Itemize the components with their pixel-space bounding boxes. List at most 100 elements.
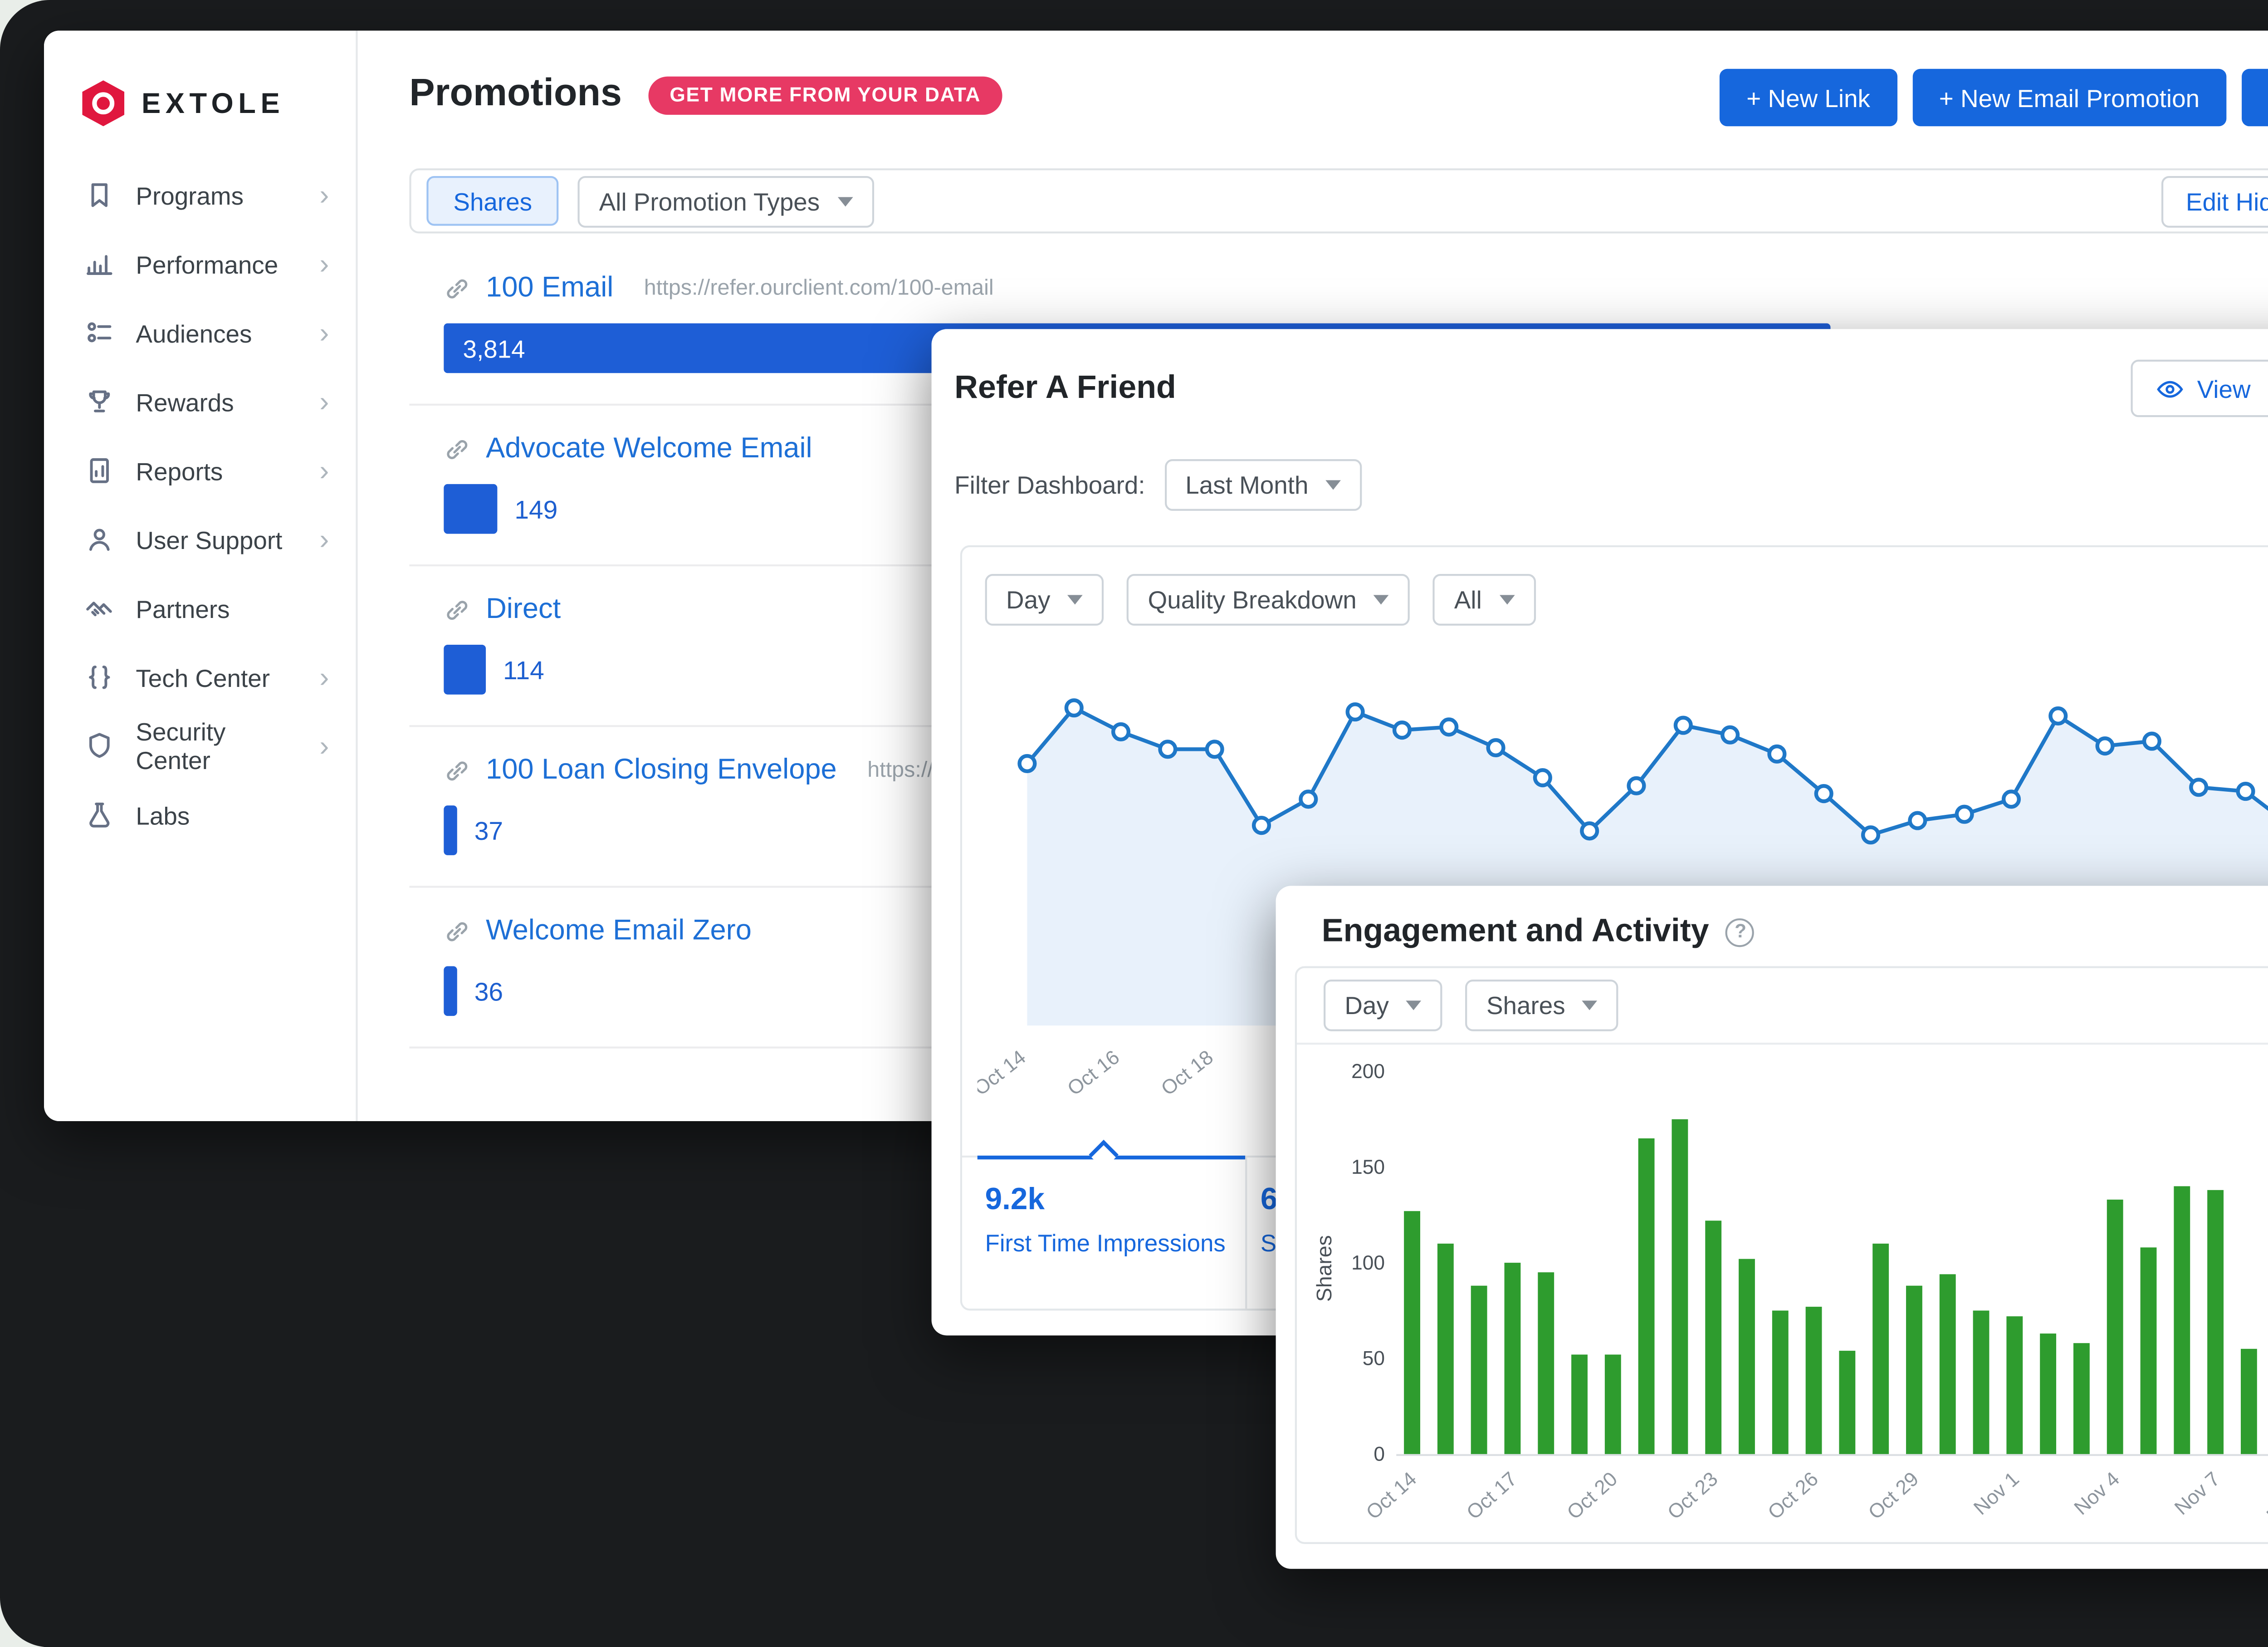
link-icon — [444, 917, 470, 944]
interval-dropdown[interactable]: Day — [985, 574, 1104, 626]
sidebar-item-security-center[interactable]: Security Center › — [44, 712, 356, 781]
bar — [1638, 1138, 1655, 1454]
chevron-right-icon: › — [319, 385, 329, 418]
data-point-marker — [2001, 789, 2021, 809]
help-icon[interactable]: ? — [1726, 917, 1755, 946]
x-axis-tick-label: Oct 29 — [1864, 1468, 1923, 1524]
bar — [1872, 1243, 1889, 1454]
x-axis-tick-label: Oct 26 — [1764, 1468, 1823, 1524]
bar — [1604, 1354, 1621, 1454]
chevron-right-icon: › — [319, 316, 329, 349]
chevron-down-icon — [1499, 595, 1515, 605]
sidebar-item-label: Performance — [136, 250, 279, 279]
brand-logo[interactable]: EXTOLE — [44, 30, 356, 137]
x-axis-tick-label: Nov 10 — [2263, 1468, 2268, 1527]
view-button[interactable]: View — [2130, 359, 2268, 417]
data-upsell-badge[interactable]: GET MORE FROM YOUR DATA — [649, 75, 1002, 114]
promotion-types-value: All Promotion Types — [599, 186, 820, 216]
y-axis-tick-label: 100 — [1351, 1252, 1385, 1274]
promotion-bar-line: 36 — [444, 966, 2268, 1016]
date-range-value: Last Month — [1185, 471, 1309, 500]
interval-value: Day — [1344, 991, 1389, 1020]
chevron-right-icon: › — [319, 454, 329, 487]
bar — [2040, 1333, 2057, 1454]
bar — [1437, 1243, 1454, 1454]
sidebar-item-rewards[interactable]: Rewards › — [44, 368, 356, 436]
sidebar-item-programs[interactable]: Programs › — [44, 161, 356, 230]
view-button-label: View — [2197, 374, 2251, 403]
y-axis-tick-label: 200 — [1351, 1060, 1385, 1083]
sidebar-item-audiences[interactable]: Audiences › — [44, 299, 356, 368]
data-point-marker — [1627, 776, 1646, 795]
promotion-types-dropdown[interactable]: All Promotion Types — [578, 175, 874, 227]
chevron-right-icon: › — [319, 179, 329, 211]
promotion-title-link[interactable]: Advocate Welcome Email — [486, 432, 812, 465]
promotion-title-link[interactable]: Welcome Email Zero — [486, 914, 752, 947]
sidebar-item-reports[interactable]: Reports › — [44, 436, 356, 505]
new-link-button[interactable]: + New Link — [1720, 69, 1897, 127]
promotion-row-head: 100 Email https://refer.ourclient.com/100… — [444, 272, 2268, 304]
x-axis-tick-label: Nov 1 — [1970, 1468, 2024, 1520]
data-point-marker — [1908, 811, 1927, 830]
x-axis-tick-label: Nov 7 — [2170, 1468, 2224, 1520]
shares-count-bar — [444, 805, 457, 855]
extole-logo-icon — [82, 80, 125, 127]
shares-metric-button[interactable]: Shares — [426, 176, 559, 226]
sidebar-item-performance[interactable]: Performance › — [44, 230, 356, 299]
bar — [1973, 1310, 1989, 1454]
data-point-marker — [1767, 744, 1787, 764]
data-point-marker — [1205, 740, 1224, 759]
date-range-dropdown[interactable]: Last Month — [1164, 459, 1362, 511]
new-email-promotion-button[interactable]: + New Email Promotion — [1912, 69, 2227, 127]
sidebar-item-user-support[interactable]: User Support › — [44, 505, 356, 574]
shares-bar-chart-svg: 0 50 100 150 200 Shares Oct 14 Oct 17 Oct 20 Oct … — [1312, 1060, 2268, 1527]
sidebar-item-tech-center[interactable]: Tech Center › — [44, 643, 356, 712]
bar — [1571, 1354, 1588, 1454]
edit-hidden-button[interactable]: Edit Hidden — [2161, 175, 2268, 227]
active-tab-caret — [1089, 1140, 1119, 1170]
sidebar-item-labs[interactable]: Labs — [44, 780, 356, 849]
bar — [1772, 1310, 1789, 1454]
promotion-row-head: Advocate Welcome Email — [444, 432, 2268, 465]
user-icon — [82, 523, 115, 556]
metric-value: 9.2k — [985, 1184, 1045, 1217]
data-point-marker — [2236, 781, 2255, 801]
data-point-marker — [1533, 768, 1552, 788]
data-point-marker — [1299, 789, 1318, 809]
engagement-chart-card: Day Shares 0 50 100 150 200 Shares Oct 14 Oct 1… — [1295, 966, 2268, 1544]
x-axis-tick-label: Oct 20 — [1563, 1468, 1622, 1524]
data-point-marker — [1111, 722, 1131, 742]
engagement-header: Engagement and Activity ? — [1322, 912, 1755, 951]
flask-icon — [82, 799, 115, 832]
promotion-url: https://refer.ourclient.com/100-email — [644, 276, 994, 299]
data-point-marker — [1345, 702, 1365, 722]
trophy-icon — [82, 386, 115, 418]
quality-breakdown-dropdown[interactable]: Quality Breakdown — [1127, 574, 1410, 626]
page-header: Promotions GET MORE FROM YOUR DATA — [409, 73, 1002, 117]
link-icon — [444, 274, 470, 301]
bar — [1839, 1351, 1856, 1454]
tab-first-time-impressions[interactable]: 9.2k First Time Impressions — [962, 1140, 1247, 1309]
interval-dropdown[interactable]: Day — [1324, 980, 1442, 1031]
shares-count-value: 114 — [503, 655, 544, 684]
segment-dropdown[interactable]: All — [1433, 574, 1535, 626]
promotion-url: https://r — [867, 758, 941, 782]
promotion-title-link[interactable]: 100 Email — [486, 271, 614, 304]
bar — [1404, 1211, 1420, 1454]
data-point-marker — [1814, 784, 1833, 804]
data-point-marker — [2095, 736, 2115, 756]
metric-dropdown[interactable]: Shares — [1465, 980, 1619, 1031]
promotion-title-link[interactable]: Direct — [486, 593, 561, 626]
metric-value: 6 — [1260, 1184, 1278, 1217]
bookmark-icon — [82, 179, 115, 211]
y-axis-tick-label: 50 — [1363, 1348, 1385, 1370]
sidebar-item-partners[interactable]: Partners — [44, 574, 356, 643]
new-onsite-cta-button[interactable]: + New Onsite CTA — [2241, 69, 2268, 127]
data-point-marker — [1486, 738, 1505, 758]
bar — [1504, 1263, 1521, 1454]
promotion-title-link[interactable]: 100 Loan Closing Envelope — [486, 754, 837, 787]
bar — [2073, 1343, 2090, 1454]
bar — [1739, 1259, 1755, 1454]
bar — [1471, 1285, 1487, 1454]
